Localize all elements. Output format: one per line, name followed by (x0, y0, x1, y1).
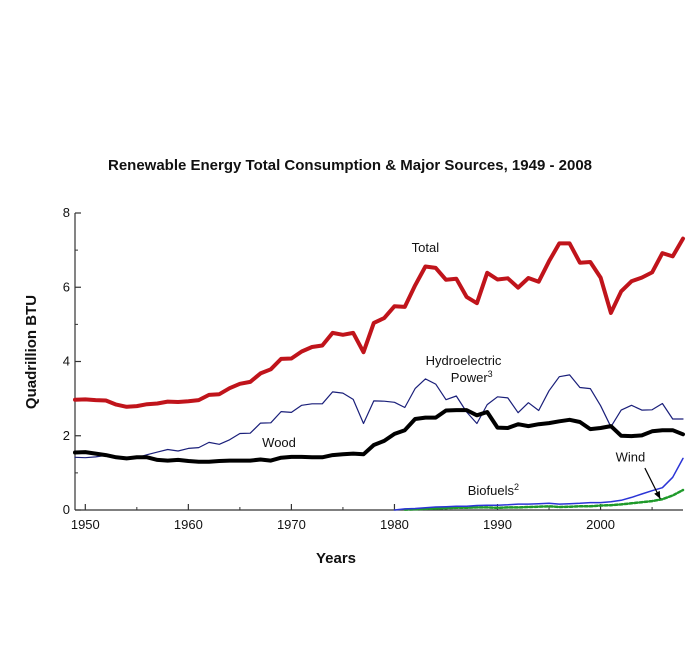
x-tick-label: 1950 (71, 517, 100, 532)
x-tick-label: 1970 (277, 517, 306, 532)
series-annotation: Wind (616, 450, 646, 465)
series-line-total (73, 236, 685, 409)
x-tick-label: 1960 (174, 517, 203, 532)
series-annotation: Biofuels2 (468, 482, 519, 498)
y-tick-label: 8 (63, 205, 70, 220)
x-axis-label: Years (316, 550, 356, 567)
wind-arrow-head (654, 490, 661, 499)
axes: 0 2 4 6 8 1950 1960 1970 1980 1990 2000 (63, 205, 683, 532)
series-annotation: Total (412, 240, 440, 255)
series-annotation: Hydroelectric (426, 353, 502, 368)
annotation-layer: TotalHydroelectricPower3WoodBiofuels2Win… (262, 240, 661, 500)
y-tick-label: 4 (63, 354, 70, 369)
series-line-wind (393, 457, 684, 511)
series-line-hydroelectric-power (74, 374, 684, 461)
series-line-wood (73, 408, 685, 464)
series-line-biofuels (403, 488, 685, 511)
annotation-superscript: 2 (514, 482, 519, 492)
annotation-text: Power (451, 370, 489, 385)
annotation-text: Wood (262, 435, 296, 450)
chart-title: Renewable Energy Total Consumption & Maj… (108, 157, 592, 174)
series-layer (73, 236, 685, 511)
annotation-text: Total (412, 240, 440, 255)
x-tick-label: 1980 (380, 517, 409, 532)
annotation-text: Wind (616, 450, 646, 465)
y-axis-label: Quadrillion BTU (23, 295, 40, 409)
y-tick-label: 0 (63, 502, 70, 517)
series-annotation: Power3 (451, 369, 493, 385)
annotation-text: Biofuels (468, 483, 515, 498)
y-tick-label: 2 (63, 428, 70, 443)
y-tick-label: 6 (63, 279, 70, 294)
annotation-superscript: 3 (488, 369, 493, 379)
series-annotation: Wood (262, 435, 296, 450)
x-tick-label: 2000 (586, 517, 615, 532)
x-tick-label: 1990 (483, 517, 512, 532)
annotation-text: Hydroelectric (426, 353, 502, 368)
